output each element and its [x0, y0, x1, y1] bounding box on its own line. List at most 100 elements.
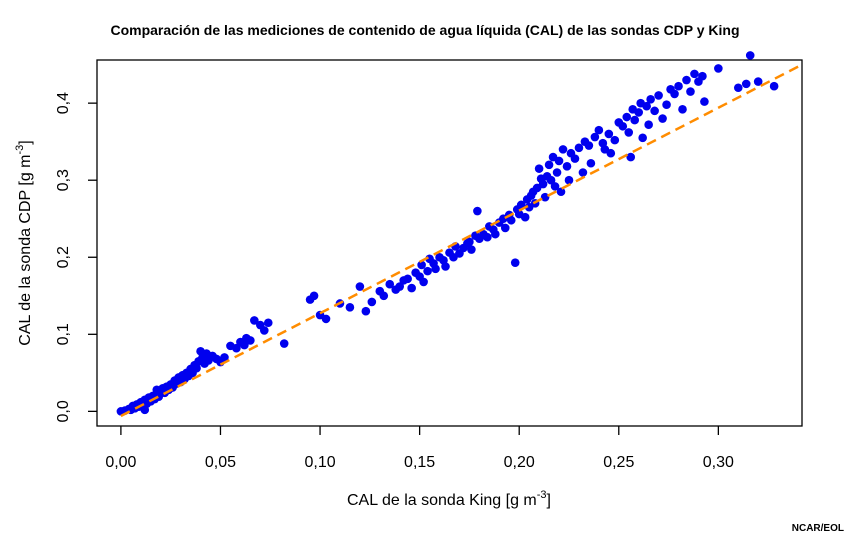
- chart-title: Comparación de las mediciones de conteni…: [110, 22, 740, 38]
- data-point: [604, 129, 614, 139]
- data-point: [624, 128, 634, 137]
- y-tick-label: 0,4: [55, 92, 72, 114]
- data-point: [622, 112, 632, 122]
- data-point: [586, 158, 596, 168]
- data-point: [232, 343, 241, 353]
- data-point: [584, 141, 594, 150]
- data-point: [510, 258, 520, 267]
- data-point: [610, 135, 620, 145]
- data-point: [646, 94, 655, 104]
- data-point: [544, 160, 554, 170]
- data-point: [546, 175, 556, 185]
- data-point: [590, 132, 600, 142]
- data-point: [714, 64, 723, 73]
- data-point: [654, 91, 663, 100]
- data-point: [753, 77, 763, 86]
- data-point: [367, 297, 377, 307]
- data-point: [355, 282, 365, 291]
- data-point: [606, 148, 616, 158]
- data-points: [116, 51, 779, 416]
- data-point: [361, 306, 371, 316]
- data-point: [259, 326, 269, 335]
- data-point: [419, 277, 428, 287]
- data-point: [309, 291, 319, 301]
- y-tick-label: 0,1: [55, 323, 72, 345]
- data-point: [700, 97, 709, 106]
- data-point: [690, 69, 699, 79]
- data-point: [246, 336, 255, 345]
- data-point: [670, 89, 679, 99]
- data-point: [407, 283, 416, 293]
- data-point: [483, 232, 492, 242]
- data-point: [658, 114, 667, 123]
- data-point: [618, 121, 628, 131]
- data-point: [240, 340, 249, 350]
- data-point: [642, 101, 651, 111]
- data-point: [385, 279, 395, 289]
- credit-label: NCAR/EOL: [791, 523, 844, 534]
- data-point: [556, 187, 566, 197]
- x-axis: 0,00 0,05 0,10 0,15 0,20 0,25 0,30: [105, 426, 734, 471]
- data-point: [682, 75, 691, 85]
- x-tick-label: 0,25: [603, 454, 634, 471]
- data-point: [263, 318, 273, 328]
- data-point: [441, 262, 450, 271]
- data-point: [465, 237, 474, 247]
- data-point: [594, 125, 604, 135]
- data-point: [423, 266, 432, 276]
- data-point: [417, 260, 426, 270]
- x-tick-label: 0,05: [205, 454, 236, 471]
- data-point: [741, 79, 751, 89]
- data-point: [554, 156, 564, 166]
- y-tick-label: 0,0: [55, 400, 72, 422]
- data-point: [431, 264, 440, 274]
- data-point: [733, 83, 743, 93]
- data-point: [379, 291, 389, 301]
- data-point: [630, 115, 640, 125]
- y-tick-label: 0,2: [55, 246, 72, 268]
- x-tick-label: 0,00: [105, 454, 136, 471]
- data-point: [626, 152, 636, 162]
- data-point: [678, 105, 687, 114]
- data-point: [564, 175, 574, 185]
- data-point: [578, 168, 588, 177]
- data-point: [540, 192, 550, 202]
- data-point: [250, 316, 259, 325]
- x-tick-label: 0,10: [304, 454, 335, 471]
- data-point: [520, 212, 530, 222]
- y-tick-label: 0,3: [55, 169, 72, 191]
- reference-line: [120, 63, 803, 418]
- data-point: [574, 143, 584, 153]
- data-point: [403, 274, 412, 284]
- data-point: [650, 106, 659, 116]
- data-point: [745, 51, 755, 60]
- data-point: [473, 206, 482, 216]
- data-point: [662, 100, 671, 109]
- data-point: [769, 81, 779, 91]
- data-point: [506, 215, 516, 225]
- x-axis-label: CAL de la sonda King [g m-3]: [347, 489, 551, 509]
- data-point: [279, 339, 289, 348]
- data-point: [500, 223, 510, 233]
- plot-frame: [96, 59, 803, 427]
- data-point: [674, 81, 683, 91]
- data-point: [467, 245, 476, 254]
- x-tick-label: 0,20: [504, 454, 535, 471]
- data-point: [321, 314, 331, 324]
- x-tick-label: 0,30: [703, 454, 734, 471]
- data-point: [491, 229, 500, 239]
- data-point: [534, 164, 544, 173]
- y-axis: 0,0 0,1 0,2 0,3 0,4: [55, 92, 97, 422]
- data-point: [686, 87, 695, 96]
- data-point: [698, 71, 707, 81]
- data-point: [220, 353, 229, 362]
- data-point: [345, 303, 355, 312]
- x-tick-label: 0,15: [404, 454, 435, 471]
- data-point: [550, 182, 560, 191]
- data-point: [552, 168, 562, 177]
- data-point: [558, 145, 568, 154]
- data-point: [644, 120, 653, 130]
- data-point: [192, 363, 201, 373]
- data-point: [638, 133, 647, 143]
